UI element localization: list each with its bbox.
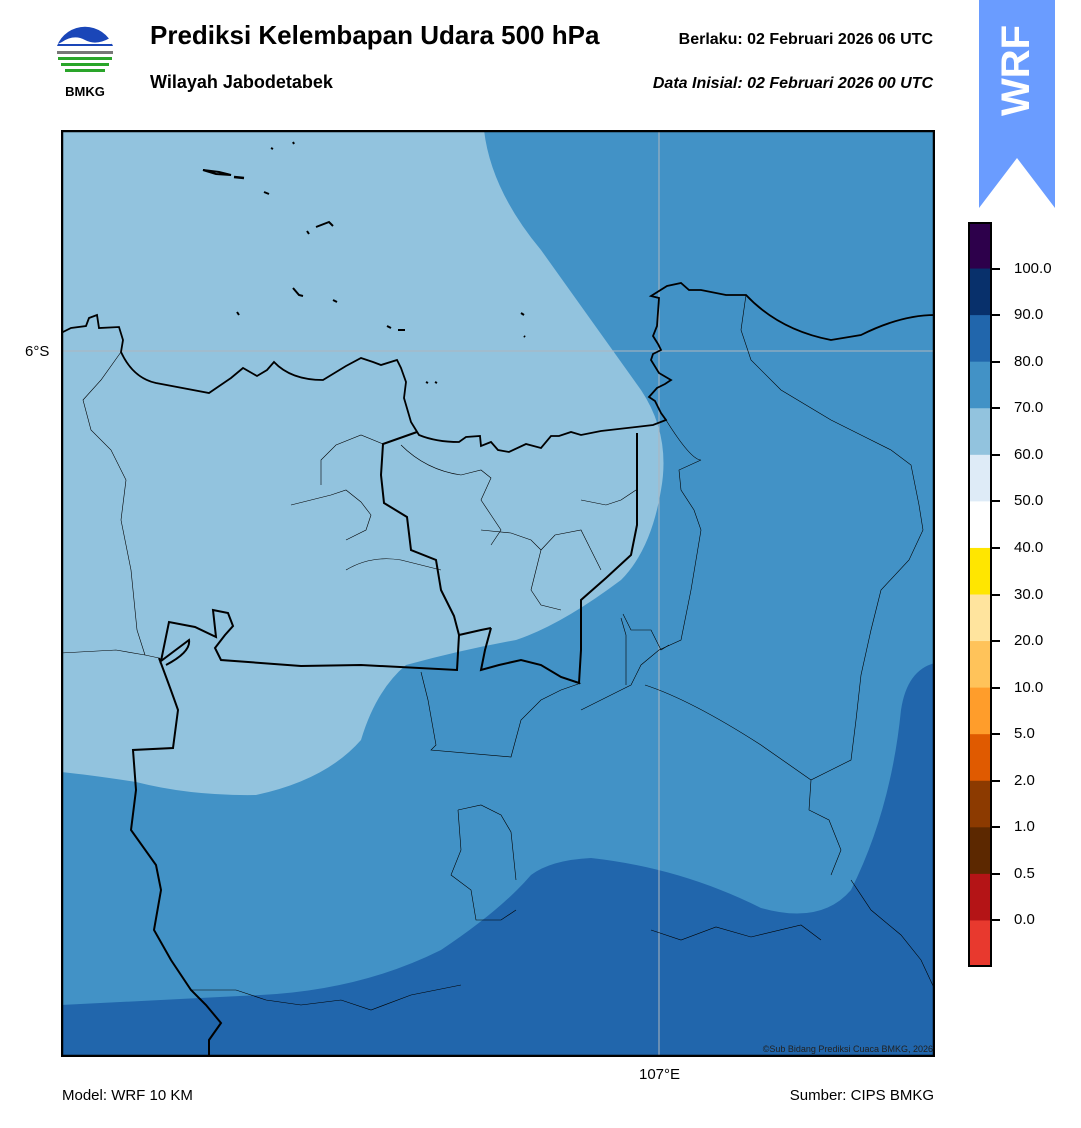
colorbar-label: 0.5 <box>1014 864 1035 882</box>
colorbar-segment <box>969 361 991 409</box>
colorbar-tick <box>992 872 1000 875</box>
colorbar-label: 100.0 <box>1014 259 1052 277</box>
province-boundary <box>159 431 461 672</box>
wrf-badge <box>979 0 1055 208</box>
province-boundary <box>129 657 223 1057</box>
colorbar-tick <box>992 826 1000 829</box>
colorbar <box>968 222 992 967</box>
colorbar-segment <box>969 780 991 828</box>
colorbar-segment <box>969 734 991 782</box>
humidity-zone-80-90 <box>61 663 935 1057</box>
province-boundary <box>458 627 492 636</box>
colorbar-tick <box>992 686 1000 689</box>
wrf-badge-label-wrap: WRF <box>979 20 1055 120</box>
colorbar-label: 2.0 <box>1014 771 1035 789</box>
colorbar-label: 0.0 <box>1014 911 1035 929</box>
latitude-label: 6°S <box>25 343 50 360</box>
island <box>332 299 338 303</box>
colorbar-segment <box>969 315 991 363</box>
map-credit: ©Sub Bidang Prediksi Cuaca BMKG, 2026 <box>762 1044 933 1054</box>
island <box>270 141 295 150</box>
coastline <box>61 282 935 453</box>
colorbar-tick <box>992 919 1000 922</box>
colorbar-tick <box>992 733 1000 736</box>
colorbar-label: 60.0 <box>1014 445 1044 463</box>
wrf-badge-label: WRF <box>994 24 1039 116</box>
island <box>386 325 405 331</box>
island <box>236 311 240 316</box>
colorbar-segment <box>969 547 991 595</box>
colorbar-tick <box>992 267 1000 270</box>
colorbar-segment <box>969 594 991 642</box>
colorbar-segment <box>969 827 991 875</box>
map-frame <box>61 130 935 1057</box>
island <box>425 381 438 384</box>
colorbar-segment <box>969 920 991 967</box>
colorbar-segment <box>969 408 991 456</box>
colorbar-frame <box>968 222 992 967</box>
colorbar-label: 70.0 <box>1014 399 1044 417</box>
colorbar-tick <box>992 314 1000 317</box>
colorbar-segment <box>969 873 991 921</box>
bmkg-logo-icon <box>55 22 115 82</box>
source-info: Sumber: CIPS BMKG <box>789 1087 934 1104</box>
island <box>520 312 526 338</box>
colorbar-label: 40.0 <box>1014 538 1044 556</box>
colorbar-label: 10.0 <box>1014 678 1044 696</box>
colorbar-segment <box>969 687 991 735</box>
page-title: Prediksi Kelembapan Udara 500 hPa <box>150 20 600 50</box>
longitude-label: 107°E <box>639 1066 681 1083</box>
colorbar-label: 30.0 <box>1014 585 1044 603</box>
island <box>263 191 270 195</box>
colorbar-tick <box>992 500 1000 503</box>
colorbar-segment <box>969 501 991 549</box>
colorbar-tick <box>992 593 1000 596</box>
valid-time: Berlaku: 02 Februari 2026 06 UTC <box>678 31 933 48</box>
province-boundary <box>479 433 638 685</box>
island <box>292 287 304 297</box>
model-info: Model: WRF 10 KM <box>62 1087 193 1104</box>
regency-boundaries <box>61 294 935 1011</box>
colorbar-tick <box>992 546 1000 549</box>
colorbar-label: 90.0 <box>1014 306 1044 324</box>
colorbar-segment <box>969 268 991 316</box>
colorbar-tick <box>992 640 1000 643</box>
colorbar-label: 1.0 <box>1014 818 1035 836</box>
init-time: Data Inisial: 02 Februari 2026 00 UTC <box>652 75 933 92</box>
logo-text: BMKG <box>65 84 105 99</box>
colorbar-tick <box>992 407 1000 410</box>
island <box>233 175 245 180</box>
colorbar-label: 50.0 <box>1014 492 1044 510</box>
colorbar-segment <box>969 641 991 689</box>
humidity-zone-60-70 <box>61 130 664 796</box>
island <box>202 169 232 176</box>
page-subtitle: Wilayah Jabodetabek <box>150 72 333 92</box>
colorbar-label: 5.0 <box>1014 725 1035 743</box>
colorbar-label: 80.0 <box>1014 352 1044 370</box>
colorbar-tick <box>992 453 1000 456</box>
humidity-map[interactable] <box>61 130 935 1057</box>
colorbar-segment <box>969 222 991 270</box>
island <box>306 220 334 235</box>
colorbar-tick <box>992 360 1000 363</box>
colorbar-label: 20.0 <box>1014 632 1044 650</box>
colorbar-tick <box>992 779 1000 782</box>
colorbar-segment <box>969 454 991 502</box>
